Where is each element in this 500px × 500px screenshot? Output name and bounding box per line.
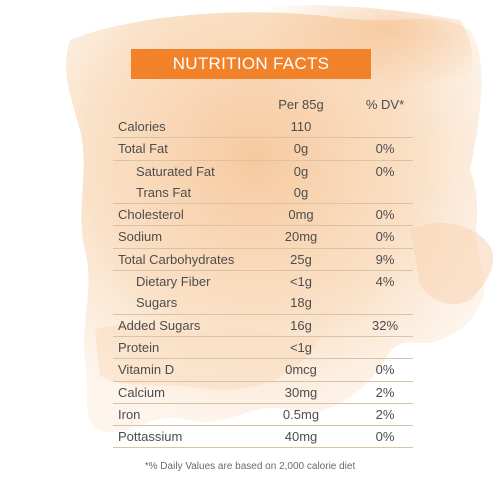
nutrient-amount: 110: [290, 119, 312, 134]
nutrient-row: Sugars 18g: [113, 292, 413, 315]
nutrient-amount: 40mg: [284, 429, 318, 445]
nutrient-row: Saturated Fat 0g 0%: [113, 161, 413, 182]
nutrient-amount: <1g: [289, 274, 313, 290]
nutrient-amount: 30mg: [284, 384, 318, 400]
nutrient-dv: 0%: [375, 362, 395, 378]
nutrient-dv: 0%: [375, 163, 395, 179]
nutrient-amount: 0g: [293, 141, 309, 157]
nutrient-amount: 0.5mg: [282, 406, 320, 422]
nutrient-row: Total Fat 0g 0%: [113, 138, 413, 161]
page-title: NUTRITION FACTS: [172, 54, 330, 73]
nutrient-label: Cholesterol: [118, 207, 184, 223]
nutrient-dv: 2%: [375, 406, 395, 422]
nutrient-label: Added Sugars: [118, 317, 201, 333]
nutrient-label: Sugars: [136, 295, 178, 311]
nutrient-label: Protein: [118, 339, 160, 355]
nutrient-dv: 0%: [375, 207, 395, 223]
nutrient-dv: 0%: [375, 429, 395, 445]
nutrient-label: Total Fat: [118, 141, 168, 157]
nutrient-dv: 32%: [371, 317, 399, 333]
nutrient-label: Total Carbohydrates: [118, 251, 235, 267]
nutrient-amount: 0mcg: [285, 362, 317, 378]
nutrient-amount: 25g: [290, 251, 312, 267]
title-banner: NUTRITION FACTS: [131, 49, 371, 79]
nutrient-amount: <1g: [289, 339, 313, 355]
nutrient-row: Calcium 30mg 2%: [113, 382, 413, 404]
nutrient-amount: 20mg: [284, 229, 318, 245]
nutrient-dv: 2%: [375, 384, 395, 400]
nutrient-row: Cholesterol 0mg 0%: [113, 204, 413, 227]
nutrient-row: Protein <1g: [113, 337, 413, 360]
nutrient-dv: 0%: [375, 229, 395, 245]
nutrient-dv: 4%: [375, 274, 395, 290]
nutrient-label: Calories: [118, 119, 166, 134]
nutrient-label: Trans Fat: [136, 184, 192, 200]
nutrient-dv: 0%: [375, 141, 395, 157]
nutrient-row: Vitamin D 0mcg 0%: [113, 359, 413, 382]
nutrient-amount: 0mg: [288, 207, 314, 223]
nutrient-row: Calories 110: [113, 116, 413, 139]
nutrient-row: Iron 0.5mg 2%: [113, 404, 413, 427]
nutrient-dv: 9%: [375, 251, 395, 267]
footnote: *% Daily Values are based on 2,000 calor…: [144, 461, 356, 472]
nutrient-label: Sodium: [118, 229, 163, 245]
nutrient-label: Pottassium: [118, 429, 183, 445]
nutrient-amount: 16g: [290, 317, 312, 333]
nutrient-row: Sodium 20mg 0%: [113, 226, 413, 249]
nutrient-row: Dietary Fiber <1g 4%: [113, 271, 413, 292]
nutrient-amount: 0g: [293, 184, 309, 200]
amount-column-header: Per 85g: [278, 97, 324, 112]
nutrient-row: Added Sugars 16g 32%: [113, 315, 413, 337]
nutrient-label: Iron: [118, 406, 141, 422]
nutrient-amount: 0g: [293, 163, 309, 179]
nutrient-row: Trans Fat 0g: [113, 182, 413, 205]
nutrient-label: Saturated Fat: [136, 163, 215, 179]
table-header: Per 85g % DV*: [113, 94, 413, 116]
nutrition-table: Per 85g % DV* Calories 110 Total Fat 0g …: [113, 94, 413, 449]
dv-column-header: % DV*: [365, 97, 405, 112]
nutrient-label: Vitamin D: [118, 362, 175, 378]
nutrient-row: Pottassium 40mg 0%: [113, 426, 413, 449]
nutrient-label: Calcium: [118, 384, 165, 400]
nutrient-amount: 18g: [290, 295, 312, 311]
nutrient-row: Total Carbohydrates 25g 9%: [113, 249, 413, 272]
nutrient-label: Dietary Fiber: [136, 274, 211, 290]
